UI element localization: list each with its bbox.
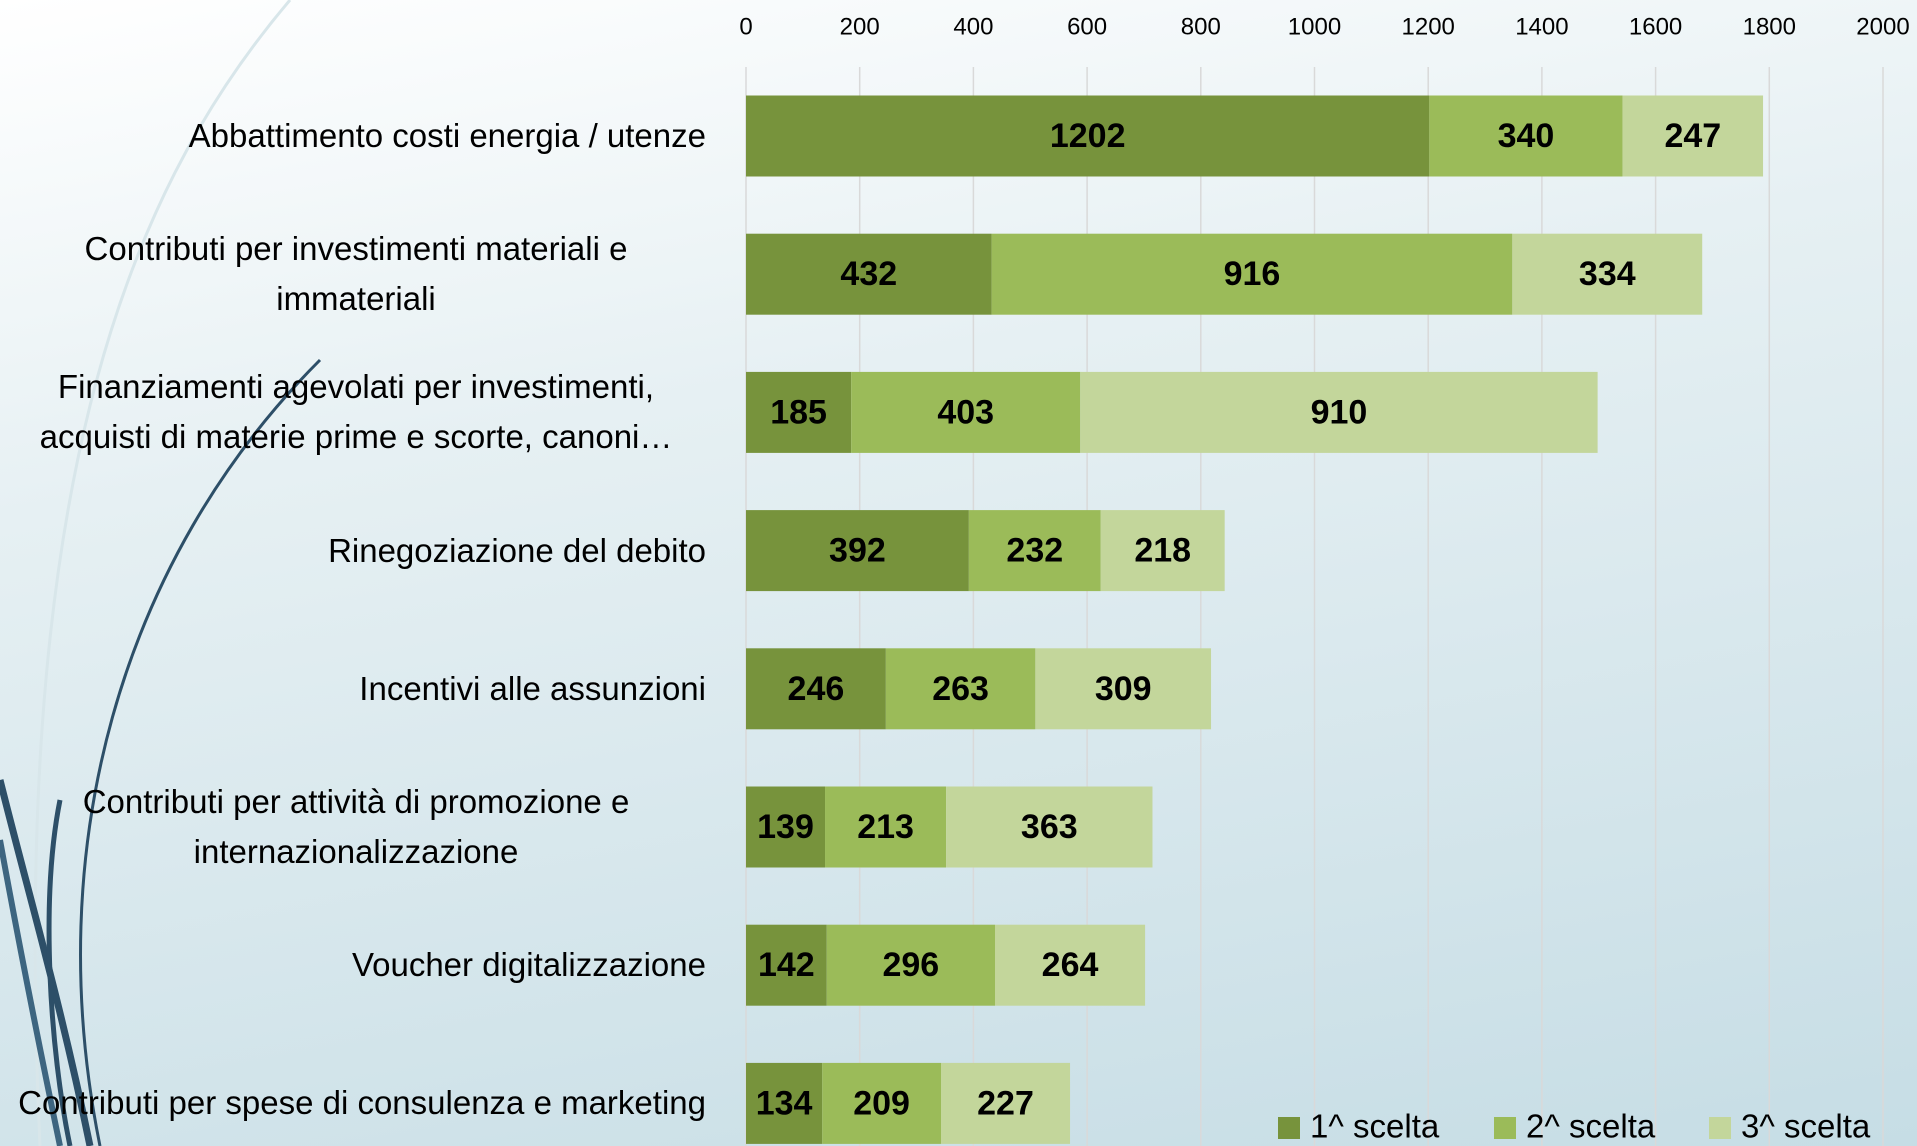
data-label: 340 [1498,117,1555,155]
category-text: Contributi per spese di consulenza e mar… [18,1078,706,1128]
x-tick-label: 1800 [1743,13,1796,40]
data-label: 246 [788,670,845,708]
data-label: 363 [1021,808,1078,846]
x-tick-label: 1200 [1402,13,1455,40]
category-label: Contributi per investimenti materiali e … [0,214,706,334]
category-label: Contributi per attività di promozione e … [0,767,706,887]
x-tick-label: 400 [953,13,993,40]
category-label: Incentivi alle assunzioni [0,629,706,749]
category-label: Voucher digitalizzazione [0,905,706,1025]
category-text: Contributi per attività di promozione e … [6,777,706,877]
data-label: 134 [756,1084,813,1122]
data-label: 309 [1095,670,1152,708]
data-label: 334 [1579,255,1636,293]
category-text: Abbattimento costi energia / utenze [189,111,706,161]
category-text: Voucher digitalizzazione [352,940,706,990]
data-label: 247 [1664,117,1721,155]
data-label: 218 [1134,532,1191,570]
legend-label: 3^ scelta [1741,1108,1871,1145]
category-label: Abbattimento costi energia / utenze [0,76,706,196]
legend-label: 2^ scelta [1526,1108,1656,1145]
x-tick-label: 600 [1067,13,1107,40]
legend-swatch [1278,1117,1300,1139]
data-label: 916 [1224,255,1281,293]
data-label: 185 [770,393,827,431]
x-tick-label: 0 [739,13,752,40]
category-text: Contributi per investimenti materiali e … [6,224,706,324]
data-label: 403 [937,393,994,431]
data-label: 392 [829,532,886,570]
data-label: 142 [758,946,815,984]
category-text: Finanziamenti agevolati per investimenti… [6,362,706,462]
data-label: 232 [1006,532,1063,570]
x-tick-label: 1000 [1288,13,1341,40]
data-label: 264 [1042,946,1099,984]
x-tick-label: 200 [840,13,880,40]
data-label: 213 [857,808,914,846]
data-label: 296 [882,946,939,984]
category-text: Incentivi alle assunzioni [359,664,706,714]
category-label: Rinegoziazione del debito [0,491,706,611]
data-label: 432 [840,255,897,293]
legend-swatch [1494,1117,1516,1139]
legend-label: 1^ scelta [1310,1108,1440,1145]
legend-swatch [1709,1117,1731,1139]
x-tick-label: 1400 [1515,13,1568,40]
category-label: Contributi per spese di consulenza e mar… [0,1043,706,1146]
page: 0 200 400 600 800 1000 1200 1400 1600 1800 2000 120… [0,0,1917,1146]
category-text: Rinegoziazione del debito [328,526,706,576]
data-label: 227 [977,1084,1034,1122]
x-tick-label: 2000 [1856,13,1909,40]
category-label: Finanziamenti agevolati per investimenti… [0,352,706,472]
data-label: 263 [932,670,989,708]
data-label: 910 [1311,393,1368,431]
data-label: 1202 [1050,117,1126,155]
data-label: 209 [853,1084,910,1122]
x-tick-label: 1600 [1629,13,1682,40]
data-label: 139 [757,808,814,846]
x-tick-label: 800 [1181,13,1221,40]
